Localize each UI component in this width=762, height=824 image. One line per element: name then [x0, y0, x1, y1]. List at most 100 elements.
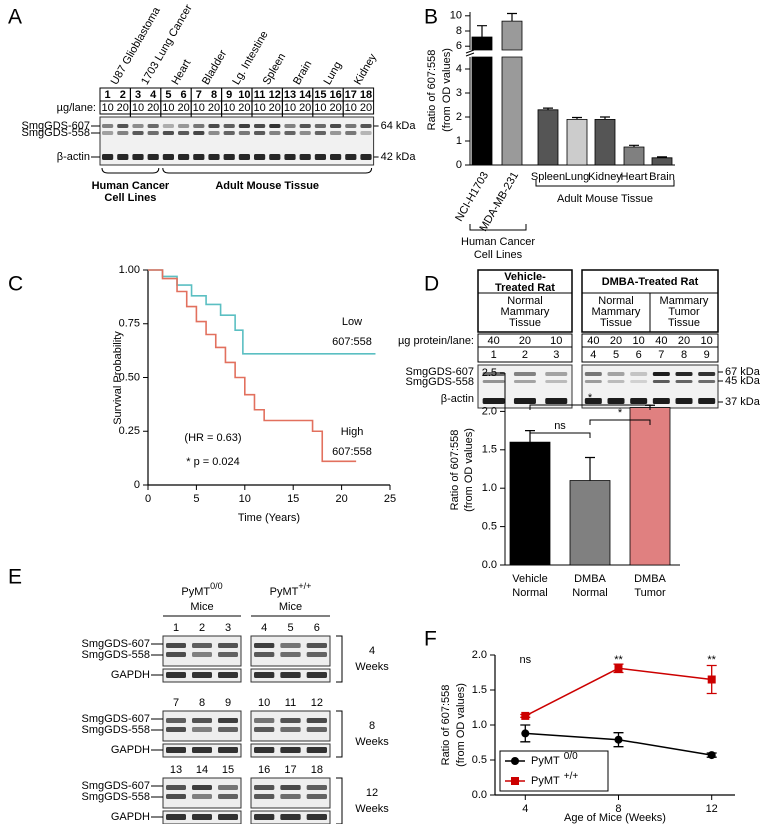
row-label: GAPDH — [111, 744, 150, 756]
bar — [651, 157, 673, 166]
row-label: SmgGDS-607 — [82, 638, 150, 650]
tissue: Normal — [507, 295, 542, 307]
time-label: Weeks — [355, 803, 389, 815]
lane-number: 6 — [636, 349, 642, 361]
error-bar — [585, 456, 595, 481]
band — [102, 154, 114, 160]
band — [166, 652, 186, 657]
load: 20 — [177, 102, 189, 114]
bracket — [162, 167, 373, 174]
load: 10 — [314, 102, 326, 114]
lane-number: 16 — [329, 89, 341, 101]
header: Vehicle- — [504, 271, 546, 283]
row-label: SmgGDS-558 — [82, 649, 150, 661]
lane-number: 17 — [284, 764, 296, 776]
band — [238, 124, 250, 128]
legend-label: PyMT 0/0 — [531, 751, 578, 767]
bracket — [469, 224, 527, 231]
band — [254, 718, 275, 723]
band — [284, 124, 296, 128]
band — [345, 131, 357, 135]
marker-label: 42 kDa — [381, 151, 417, 163]
sig-bracket — [589, 419, 651, 425]
band — [254, 643, 275, 648]
lane-number: 5 — [165, 89, 171, 101]
row-label: GAPDH — [111, 811, 150, 823]
load: 10 — [132, 102, 144, 114]
lane-number: 9 — [225, 697, 231, 709]
band — [192, 672, 212, 678]
load-label: µg/lane: — [57, 102, 96, 114]
band — [306, 672, 327, 678]
lane-number: 13 — [284, 89, 296, 101]
band — [218, 785, 238, 790]
band — [192, 643, 212, 648]
band — [254, 672, 275, 678]
x-tick-label: 25 — [384, 493, 396, 505]
band — [513, 372, 536, 376]
band — [280, 643, 301, 648]
lane-number: 9 — [704, 349, 710, 361]
band — [652, 398, 670, 404]
header: PyMT+/+ — [270, 581, 312, 598]
error-bar — [477, 25, 487, 38]
x-tick-label: DMBA — [634, 573, 666, 585]
y-tick-label: 0.5 — [472, 754, 487, 766]
lane-number: 5 — [287, 622, 293, 634]
row-label: SmgGDS-558 — [406, 376, 474, 388]
bar — [629, 407, 671, 566]
lane-number: 1 — [491, 349, 497, 361]
annotation: * p = 0.024 — [186, 456, 240, 468]
band — [254, 154, 266, 160]
panel-label: C — [8, 273, 23, 296]
bar — [537, 109, 559, 166]
band — [223, 154, 235, 160]
band — [306, 794, 327, 799]
band — [166, 672, 186, 678]
band — [299, 124, 311, 128]
band — [192, 785, 212, 790]
band — [254, 652, 275, 657]
lane-number: 4 — [150, 89, 157, 101]
row-label: GAPDH — [111, 669, 150, 681]
band — [147, 131, 159, 135]
band — [314, 124, 326, 128]
band — [147, 154, 159, 160]
band — [280, 785, 301, 790]
annotation: ** — [707, 654, 716, 666]
error-bar — [543, 107, 553, 110]
lane-number: 18 — [311, 764, 323, 776]
header: PyMT0/0 — [181, 581, 222, 598]
y-tick-label: 0 — [456, 159, 462, 171]
band — [314, 154, 326, 160]
y-tick-label: 2.5 — [482, 367, 497, 379]
group-label: Cell Lines — [104, 192, 156, 204]
y-tick-label: 1.00 — [119, 264, 140, 276]
header-sub: Mice — [279, 601, 302, 613]
band — [117, 154, 129, 160]
y-axis-label: Ratio of 607:558 — [449, 430, 461, 511]
lane-number: 1 — [173, 622, 179, 634]
band — [166, 814, 186, 820]
group-label: Adult Mouse Tissue — [215, 180, 319, 192]
legend-label: PyMT +/+ — [531, 771, 578, 787]
band — [284, 154, 296, 160]
series-line — [148, 269, 357, 463]
band — [630, 380, 648, 383]
header-name: PyMT — [270, 586, 299, 598]
band — [102, 131, 114, 135]
y-tick-label: 2 — [456, 111, 462, 123]
band — [218, 652, 238, 657]
band — [330, 154, 342, 160]
tissue: Mammary — [501, 306, 550, 318]
time-label: Weeks — [355, 736, 389, 748]
band — [162, 154, 174, 160]
band — [218, 718, 238, 723]
load: 20 — [238, 102, 250, 114]
y-tick-label: 0.0 — [482, 559, 497, 571]
band — [218, 814, 238, 820]
lane-number: 15 — [314, 89, 326, 101]
annotation: ** — [614, 654, 623, 666]
tissue: Mammary — [592, 306, 641, 318]
marker-label: 45 kDa — [725, 375, 761, 387]
